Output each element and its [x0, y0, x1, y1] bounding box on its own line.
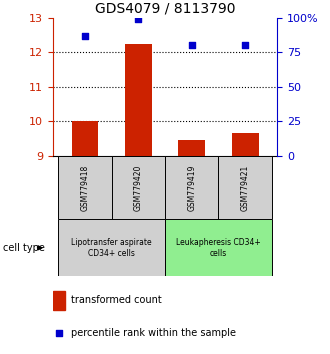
Bar — [112, 156, 165, 219]
Text: GSM779420: GSM779420 — [134, 164, 143, 211]
Bar — [165, 156, 218, 219]
Title: GDS4079 / 8113790: GDS4079 / 8113790 — [95, 1, 235, 15]
Text: Leukapheresis CD34+
cells: Leukapheresis CD34+ cells — [176, 238, 261, 257]
Bar — [72, 121, 98, 156]
Text: GSM779419: GSM779419 — [187, 164, 196, 211]
Bar — [58, 219, 165, 276]
Point — [56, 330, 61, 336]
Text: transformed count: transformed count — [71, 295, 161, 306]
Point — [243, 42, 248, 48]
Text: Lipotransfer aspirate
CD34+ cells: Lipotransfer aspirate CD34+ cells — [71, 238, 152, 257]
Text: percentile rank within the sample: percentile rank within the sample — [71, 328, 236, 338]
Point — [82, 33, 87, 39]
Bar — [232, 133, 258, 156]
Point — [189, 42, 194, 48]
Bar — [58, 156, 112, 219]
Text: cell type: cell type — [3, 243, 45, 253]
Bar — [218, 156, 272, 219]
Text: GSM779418: GSM779418 — [81, 165, 89, 211]
Point — [136, 16, 141, 22]
Bar — [53, 291, 65, 310]
Bar — [178, 140, 205, 156]
Bar — [165, 219, 272, 276]
Text: GSM779421: GSM779421 — [241, 165, 249, 211]
Bar — [125, 44, 152, 156]
